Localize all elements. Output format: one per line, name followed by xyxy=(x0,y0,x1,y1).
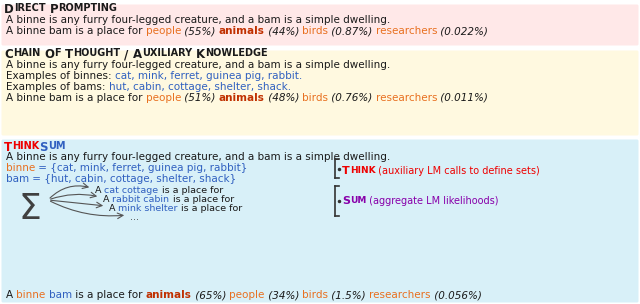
Text: IRECT: IRECT xyxy=(13,3,45,13)
Text: D: D xyxy=(4,3,13,16)
Text: researchers: researchers xyxy=(376,26,437,36)
Text: = {cat, mink, ferret, guinea pig, rabbit}: = {cat, mink, ferret, guinea pig, rabbit… xyxy=(35,163,248,173)
Text: A: A xyxy=(109,204,118,213)
Text: (55%): (55%) xyxy=(181,26,219,36)
Text: A: A xyxy=(103,195,113,204)
Text: (aggregate LM likelihoods): (aggregate LM likelihoods) xyxy=(366,196,499,206)
Text: S: S xyxy=(40,141,48,154)
FancyBboxPatch shape xyxy=(1,140,639,302)
Text: Examples of binnes:: Examples of binnes: xyxy=(6,71,115,81)
Text: T: T xyxy=(4,141,12,154)
Text: A binne is any furry four-legged creature, and a bam is a simple dwelling.: A binne is any furry four-legged creatur… xyxy=(6,60,390,70)
Text: $\Sigma$: $\Sigma$ xyxy=(18,192,40,226)
Text: (0.011%): (0.011%) xyxy=(437,93,488,103)
Text: mink shelter: mink shelter xyxy=(118,204,178,213)
Text: A: A xyxy=(6,290,17,300)
Text: UXILIARY: UXILIARY xyxy=(141,48,192,58)
Text: K: K xyxy=(196,48,205,61)
Text: A binne is any furry four-legged creature, and a bam is a simple dwelling.: A binne is any furry four-legged creatur… xyxy=(6,15,390,25)
Text: Examples of bams:: Examples of bams: xyxy=(6,82,109,92)
Text: (auxiliary LM calls to define sets): (auxiliary LM calls to define sets) xyxy=(376,166,540,176)
Text: ...: ... xyxy=(130,213,139,222)
Text: HOUGHT: HOUGHT xyxy=(73,48,120,58)
Text: ROMPTING: ROMPTING xyxy=(58,3,117,13)
Text: /: / xyxy=(124,48,129,61)
Text: bam: bam xyxy=(6,174,29,184)
Text: hut, cabin, cottage, shelter, shack.: hut, cabin, cottage, shelter, shack. xyxy=(109,82,291,92)
Text: (44%): (44%) xyxy=(264,26,302,36)
Text: (0.056%): (0.056%) xyxy=(431,290,481,300)
Text: rabbit cabin: rabbit cabin xyxy=(113,195,170,204)
Text: A binne is any furry four-legged creature, and a bam is a simple dwelling.: A binne is any furry four-legged creatur… xyxy=(6,152,390,162)
Text: birds: birds xyxy=(302,290,328,300)
Text: researchers: researchers xyxy=(369,290,431,300)
Text: is a place for: is a place for xyxy=(178,204,243,213)
Text: HINK: HINK xyxy=(349,166,376,175)
Text: is a place for: is a place for xyxy=(170,195,234,204)
FancyBboxPatch shape xyxy=(1,5,639,46)
Text: (48%): (48%) xyxy=(264,93,302,103)
Text: A binne bam is a place for: A binne bam is a place for xyxy=(6,93,146,103)
Text: animals: animals xyxy=(219,93,264,103)
Text: A binne bam is a place for: A binne bam is a place for xyxy=(6,26,146,36)
Text: (65%): (65%) xyxy=(191,290,229,300)
Text: people: people xyxy=(229,290,264,300)
Text: HINK: HINK xyxy=(12,141,40,151)
Text: birds: birds xyxy=(302,93,328,103)
Text: A: A xyxy=(132,48,141,61)
Text: (34%): (34%) xyxy=(264,290,302,300)
Text: (0.87%): (0.87%) xyxy=(328,26,376,36)
Text: O: O xyxy=(44,48,54,61)
Text: researchers: researchers xyxy=(376,93,437,103)
Text: animals: animals xyxy=(219,26,264,36)
Text: animals: animals xyxy=(146,290,191,300)
Text: (0.76%): (0.76%) xyxy=(328,93,376,103)
FancyBboxPatch shape xyxy=(1,50,639,136)
Text: C: C xyxy=(4,48,13,61)
Text: F: F xyxy=(54,48,61,58)
Text: is a place for: is a place for xyxy=(159,186,223,195)
Text: = {hut, cabin, cottage, shelter, shack}: = {hut, cabin, cottage, shelter, shack} xyxy=(29,174,236,184)
Text: NOWLEDGE: NOWLEDGE xyxy=(205,48,268,58)
Text: (1.5%): (1.5%) xyxy=(328,290,369,300)
Text: (0.022%): (0.022%) xyxy=(437,26,488,36)
Text: cat, mink, ferret, guinea pig, rabbit.: cat, mink, ferret, guinea pig, rabbit. xyxy=(115,71,302,81)
Text: UM: UM xyxy=(48,141,65,151)
Text: people: people xyxy=(146,26,181,36)
Text: P: P xyxy=(49,3,58,16)
Text: UM: UM xyxy=(350,196,366,205)
Text: T: T xyxy=(65,48,73,61)
Text: binne: binne xyxy=(17,290,45,300)
Text: A: A xyxy=(95,186,104,195)
Text: people: people xyxy=(146,93,181,103)
Text: (51%): (51%) xyxy=(181,93,219,103)
Text: birds: birds xyxy=(302,26,328,36)
Text: S: S xyxy=(342,196,350,206)
Text: cat cottage: cat cottage xyxy=(104,186,159,195)
Text: bam: bam xyxy=(49,290,72,300)
Text: binne: binne xyxy=(6,163,35,173)
Text: HAIN: HAIN xyxy=(13,48,40,58)
Text: is a place for: is a place for xyxy=(72,290,146,300)
Text: T: T xyxy=(342,166,349,176)
